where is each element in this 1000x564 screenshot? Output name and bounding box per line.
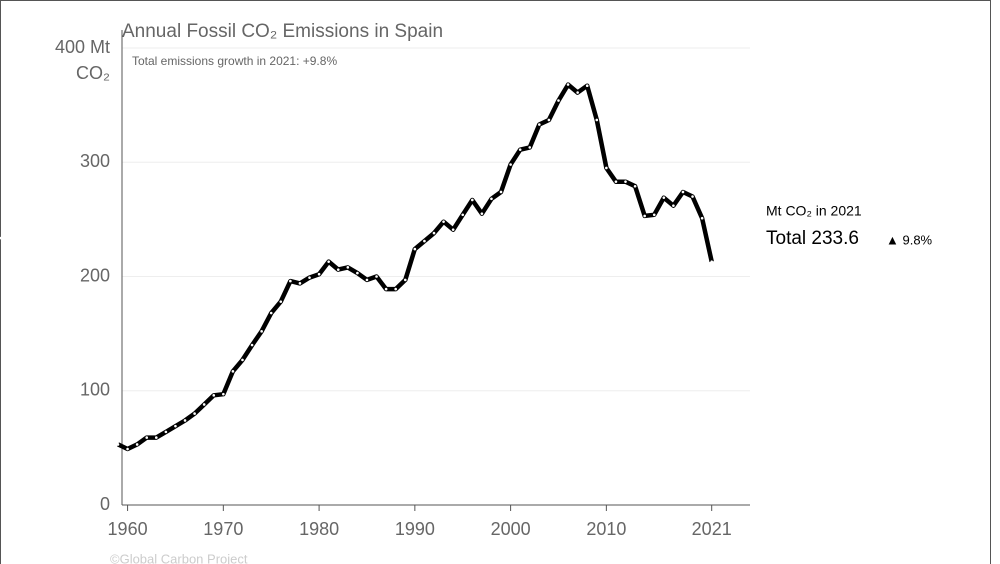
x-tick-label: 1960 xyxy=(108,519,148,539)
point xyxy=(403,278,407,282)
point xyxy=(643,214,646,218)
point xyxy=(413,247,417,251)
point xyxy=(289,279,292,283)
x-tick-label: 2021 xyxy=(692,519,732,539)
point xyxy=(528,146,532,149)
point xyxy=(174,424,177,428)
point xyxy=(298,282,302,285)
point xyxy=(499,190,503,194)
point xyxy=(423,239,426,243)
point xyxy=(279,300,283,303)
point xyxy=(557,99,560,102)
y-tick-label: 200 xyxy=(80,265,110,285)
point xyxy=(155,436,158,439)
line xyxy=(117,82,714,452)
point xyxy=(432,231,436,235)
point xyxy=(538,123,541,126)
x-tick-label: 1980 xyxy=(299,519,339,539)
point xyxy=(336,268,340,271)
point xyxy=(0,236,2,240)
point xyxy=(461,213,465,217)
point xyxy=(317,272,321,276)
point xyxy=(480,212,484,215)
point xyxy=(566,83,570,86)
point xyxy=(585,84,589,88)
point xyxy=(633,184,637,188)
annotation: Total 233.6 xyxy=(766,228,859,249)
point xyxy=(241,358,244,362)
point xyxy=(135,443,139,446)
point xyxy=(164,430,168,434)
point xyxy=(547,118,551,122)
point xyxy=(710,260,713,263)
point xyxy=(394,287,397,291)
x-tick-label: 2000 xyxy=(491,519,531,539)
point xyxy=(614,180,618,183)
point xyxy=(605,166,608,170)
point xyxy=(222,392,225,396)
point xyxy=(308,276,311,279)
point xyxy=(212,394,216,397)
x-tick-label: 2010 xyxy=(586,519,626,539)
annotation: Mt CO₂ in 2021 xyxy=(766,203,862,219)
chart-title: Annual Fossil CO₂ Emissions in Spain xyxy=(122,21,443,42)
point xyxy=(672,204,675,207)
point xyxy=(269,311,273,315)
point xyxy=(327,260,330,263)
point xyxy=(356,271,359,275)
point xyxy=(346,266,350,269)
point xyxy=(518,148,522,151)
point xyxy=(126,447,129,451)
point xyxy=(250,343,254,347)
point xyxy=(442,220,445,223)
point xyxy=(384,287,388,291)
point xyxy=(490,197,493,201)
point xyxy=(576,91,579,94)
point xyxy=(202,403,206,406)
x-tick-label: 1970 xyxy=(203,519,243,539)
point xyxy=(365,278,369,282)
source: ©Global Carbon Project xyxy=(110,551,248,564)
annotation: ▲ 9.8% xyxy=(886,232,933,247)
y-tick-label: 400 Mt xyxy=(55,37,110,57)
point xyxy=(652,213,656,217)
point xyxy=(116,443,120,446)
point xyxy=(231,370,235,373)
point xyxy=(662,196,666,199)
y-tick-label: 100 xyxy=(80,380,110,400)
y-tick-label: 0 xyxy=(100,494,110,514)
point xyxy=(691,195,694,198)
point xyxy=(260,330,263,333)
y-unit: CO₂ xyxy=(76,63,110,83)
point xyxy=(681,190,685,194)
point xyxy=(471,198,474,202)
chart-subtitle: Total emissions growth in 2021: +9.8% xyxy=(132,54,337,68)
x-tick-label: 1990 xyxy=(395,519,435,539)
y-tick-label: 300 xyxy=(80,151,110,171)
point xyxy=(595,118,599,122)
point xyxy=(451,228,455,231)
point xyxy=(193,412,196,415)
point xyxy=(624,180,627,183)
point xyxy=(183,419,187,422)
point xyxy=(145,436,149,439)
point xyxy=(509,163,512,166)
point xyxy=(700,216,704,220)
point xyxy=(375,275,378,278)
